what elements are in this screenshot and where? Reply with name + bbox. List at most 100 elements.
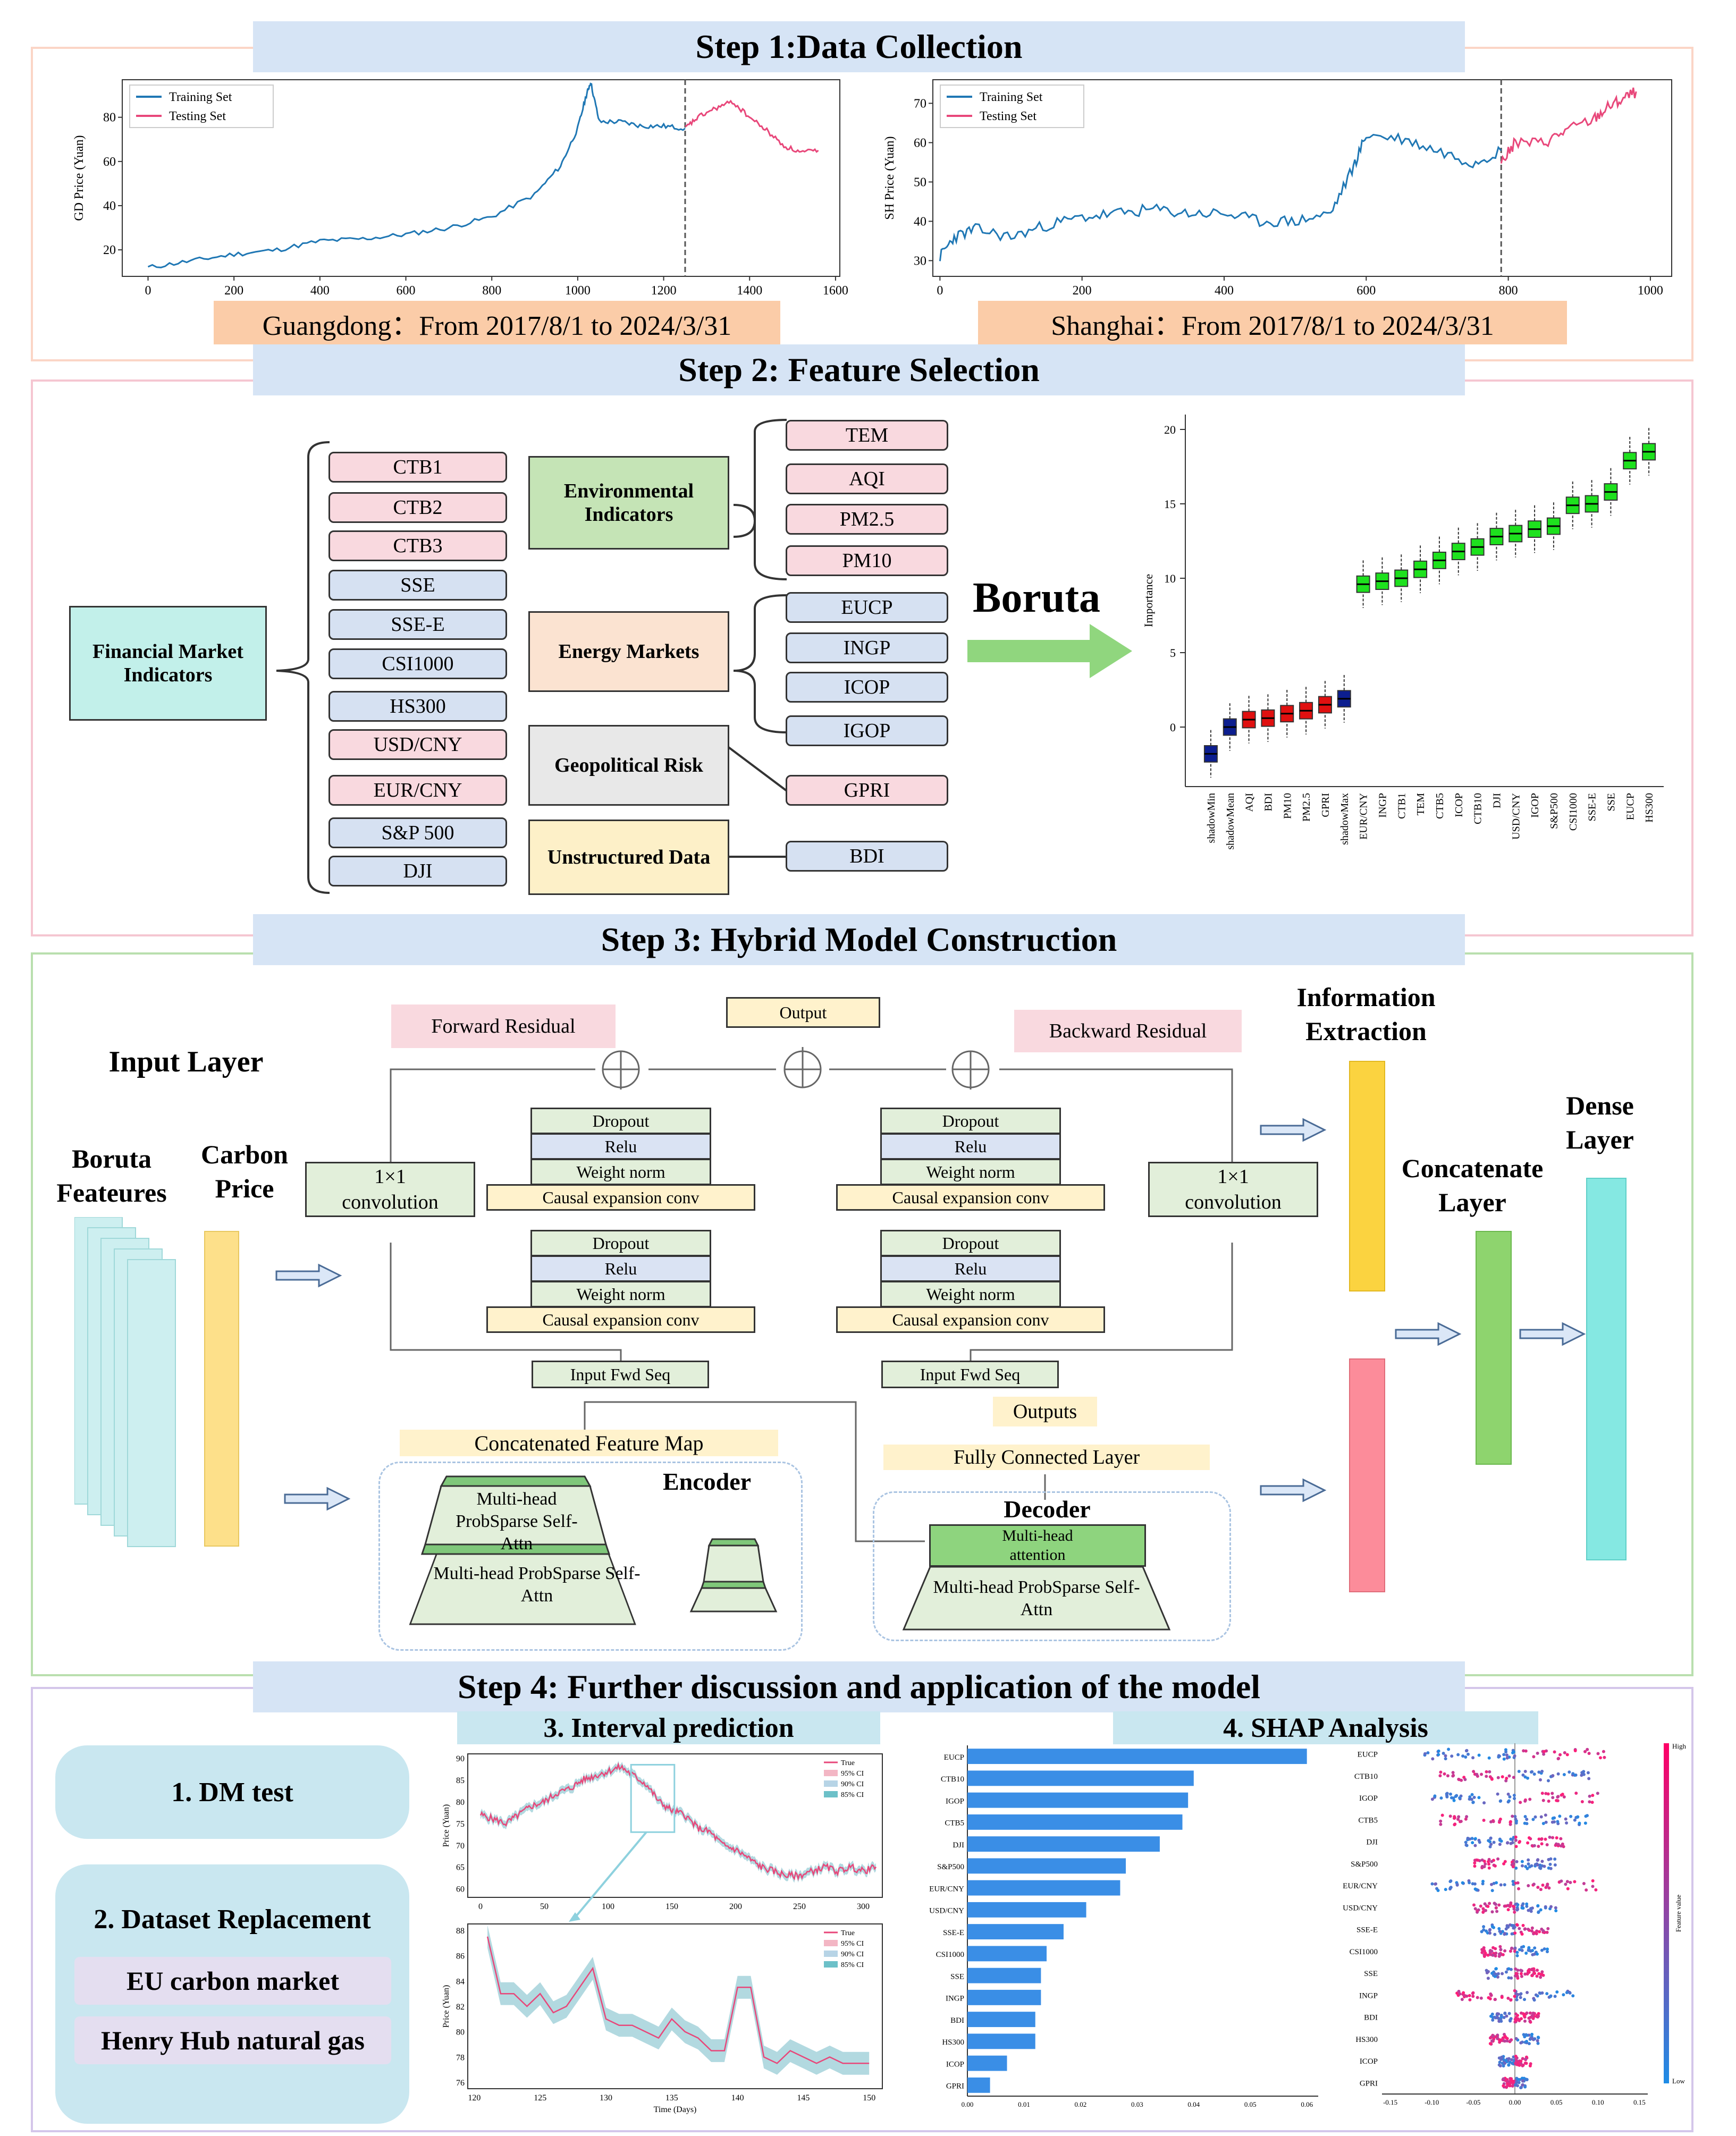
shap-dot [1438,1774,1442,1778]
y-tick-label: IGOP [1359,1794,1378,1803]
tcn-layer: Dropout [880,1230,1061,1256]
shap-dot [1511,1814,1514,1818]
shap-dot [1516,2078,1520,2081]
category-unstructured: Unstructured Data [528,820,729,895]
shap-dot [1458,1796,1462,1800]
shap-dot [1513,1995,1516,1998]
x-tick-label: SSE [1605,793,1617,811]
shap-dot [1431,1757,1435,1761]
x-tick-label: shadowMax [1339,793,1351,845]
x-tick-label: 1000 [1638,284,1663,298]
boruta-features-label: Boruta Feateures [56,1144,167,1208]
shap-dot [1505,2085,1509,2089]
shap-dot [1536,2041,1540,2045]
shap-dot [1475,1772,1479,1776]
shap-dot [1442,1752,1445,1755]
shap-dot [1523,1927,1527,1931]
shap-dot [1580,1800,1584,1803]
series-line-1 [685,99,819,153]
shap-dot [1439,1822,1443,1826]
y-tick-label: EUCP [1358,1751,1378,1759]
legend-swatch [824,1951,838,1957]
shap-dot [1473,1844,1477,1847]
shap-dot [1465,1815,1469,1819]
y-tick-label: 78 [456,2053,465,2062]
legend-swatch [824,1961,838,1968]
shap-dot [1517,2081,1521,2084]
y-tick-label: IGOP [946,1797,964,1805]
shap-dot [1556,1795,1560,1799]
shap-dot [1506,1841,1510,1845]
colorbar-high: High [1672,1742,1687,1750]
shap-dot [1513,1754,1516,1758]
shap-bar-USD/CNY [967,1902,1086,1918]
y-tick-label: SSE-E [943,1929,964,1937]
shap-dot [1586,1747,1589,1751]
shap-dot [1488,1902,1491,1905]
shap-dot [1487,1862,1491,1866]
conv-right: 1×1 convolution [1148,1162,1318,1217]
shap-dot [1474,1858,1478,1862]
shap-dot [1532,1998,1536,2002]
shap-dot [1445,1792,1449,1795]
shap-dot [1502,2084,1505,2088]
shap-dot [1488,1845,1492,1848]
shap-dot [1465,1994,1469,1998]
shap-dot [1501,2062,1504,2065]
shap-dot [1539,1975,1543,1979]
shap-dot [1565,1821,1569,1825]
shap-dot [1591,1879,1595,1882]
shap-dot [1501,1972,1504,1975]
y-tick-label: 90 [456,1754,465,1763]
shap-dot [1502,1757,1506,1761]
shap-dot [1497,1927,1501,1930]
shap-analysis-title: 4. SHAP Analysis [1113,1711,1538,1744]
x-tick-label: 0.02 [1075,2100,1087,2108]
shap-dot [1526,1867,1529,1870]
shap-dot [1475,1888,1479,1892]
true-line [486,1936,870,2064]
tcn-layer: Causal expansion conv [486,1184,755,1211]
shap-dot [1452,1796,1455,1800]
shap-bar-SSE [967,1968,1041,1983]
shap-dot [1489,1836,1493,1840]
shap-bar-EUR/CNY [967,1880,1120,1896]
legend-label: 95% CI [841,1940,864,1948]
shap-dot [1549,1905,1553,1909]
y-tick-label: SSE-E [1356,1926,1378,1935]
shap-bar-EUCP [967,1749,1307,1764]
shap-dot [1582,1882,1586,1886]
financial-indicator-item: CTB1 [328,452,507,483]
shap-dot [1504,1970,1508,1974]
shap-dot [1481,1879,1485,1883]
shap-dot [1533,2037,1537,2041]
encoder-attn-blocks [409,1475,778,1625]
shap-dot [1521,2064,1524,2067]
shap-dot [1555,1836,1558,1840]
y-tick-label: DJI [1366,1838,1378,1847]
shap-dot [1446,1774,1450,1778]
legend-label: True [841,1929,855,1937]
shap-dot [1510,2077,1513,2081]
x-tick-label: CSI1000 [1568,793,1579,831]
shap-dot [1553,1857,1557,1861]
shap-dot [1536,1969,1539,1972]
shap-dot [1523,2019,1527,2023]
x-tick-label: -0.15 [1383,2098,1397,2106]
tcn-layer: Weight norm [530,1159,711,1185]
x-tick-label: 0.06 [1301,2100,1313,2108]
shap-dot [1506,1908,1510,1912]
legend-label: Testing Set [980,109,1036,123]
shap-bar-ICOP [967,2055,1007,2071]
shap-dot [1546,1882,1549,1886]
shap-dot [1531,1818,1535,1821]
shap-dot [1548,1862,1552,1866]
output-box: Output [726,997,880,1028]
shap-dot [1499,1948,1503,1952]
shap-dot [1553,1820,1556,1823]
shap-dot [1562,1795,1566,1799]
shap-dot [1508,1795,1512,1799]
x-tick-label: AQI [1244,793,1255,812]
shap-dot [1527,1909,1530,1912]
shap-dot [1513,1946,1517,1950]
